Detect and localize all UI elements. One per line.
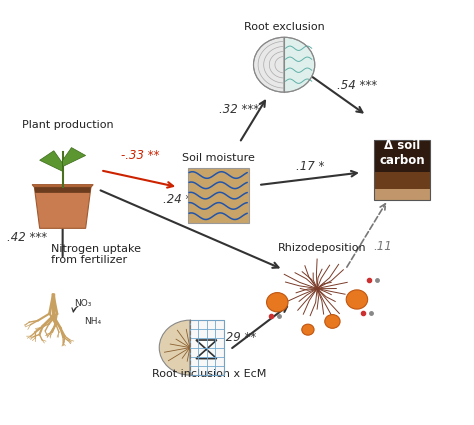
Text: .24 **: .24 ** [164,193,198,206]
Text: Soil moisture: Soil moisture [182,153,255,163]
Polygon shape [32,184,93,187]
Polygon shape [63,147,86,167]
Polygon shape [35,187,91,228]
Circle shape [266,293,288,312]
Text: NH₄: NH₄ [84,317,101,326]
FancyBboxPatch shape [188,168,249,223]
Text: .29 **: .29 ** [222,331,256,343]
Text: .17 *: .17 * [296,159,324,173]
Wedge shape [284,37,315,92]
Text: Nitrogen uptake
from fertilizer: Nitrogen uptake from fertilizer [51,244,141,265]
Text: Δ soil
carbon: Δ soil carbon [379,139,425,167]
FancyBboxPatch shape [190,320,224,375]
Text: NO₃: NO₃ [74,299,92,308]
FancyBboxPatch shape [374,140,430,172]
Text: .11: .11 [374,240,392,253]
Text: Root exclusion: Root exclusion [244,22,325,32]
Text: Root inclusion x EcM: Root inclusion x EcM [152,369,266,379]
Polygon shape [35,187,91,193]
FancyBboxPatch shape [374,189,430,200]
Polygon shape [40,151,63,171]
Polygon shape [196,349,217,359]
Text: -.33 **: -.33 ** [121,149,160,162]
Circle shape [325,314,340,328]
Polygon shape [196,340,217,349]
Text: .54 ***: .54 *** [337,79,377,92]
Wedge shape [254,37,284,92]
Circle shape [346,290,368,309]
Circle shape [302,324,314,335]
Text: Rhizodeposition: Rhizodeposition [277,243,366,252]
Text: Plant production: Plant production [21,120,113,130]
Text: .42 ***: .42 *** [7,231,47,244]
FancyBboxPatch shape [374,172,430,189]
Wedge shape [159,320,190,375]
Text: .32 ***: .32 *** [219,102,259,116]
